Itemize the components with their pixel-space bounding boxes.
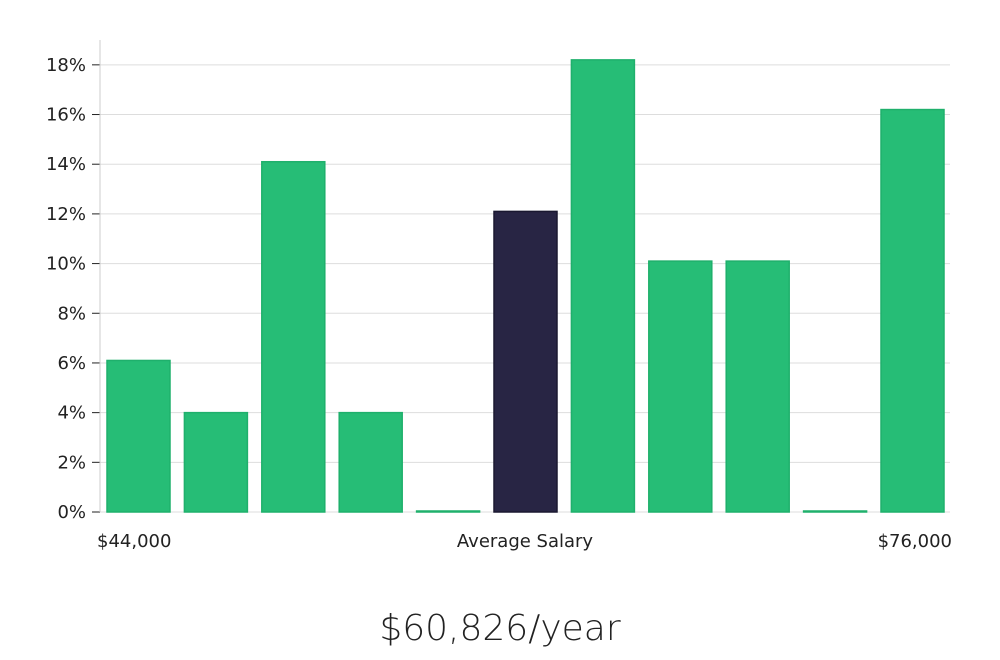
y-tick-label-16: 16% [46, 105, 86, 126]
x-min-label: $44,000 [97, 531, 171, 552]
bar-3 [261, 160, 326, 513]
bar-average-highlight [493, 210, 558, 513]
bar-1 [106, 359, 171, 513]
bar-4 [338, 411, 403, 513]
y-tick-label-12: 12% [46, 204, 86, 225]
y-tick-label-8: 8% [57, 303, 86, 324]
y-axis-ticks: 0% 2% 4% 6% 8% 10% 12% 14% 16% 18% [46, 55, 100, 523]
x-max-label: $76,000 [878, 531, 952, 552]
bars [106, 59, 945, 513]
y-tick-label-6: 6% [57, 353, 86, 374]
bar-2 [183, 411, 249, 513]
bar-5 [415, 510, 481, 513]
bar-7 [570, 59, 636, 513]
bar-10 [802, 510, 868, 513]
average-salary-summary: $60,826/year [379, 608, 621, 649]
y-tick-label-2: 2% [57, 452, 86, 473]
x-axis-title: Average Salary [457, 531, 594, 552]
bar-11 [880, 108, 945, 513]
y-tick-label-0: 0% [57, 502, 86, 523]
bar-8 [648, 260, 713, 513]
bar-9 [725, 260, 790, 513]
y-tick-label-4: 4% [57, 403, 86, 424]
y-tick-label-14: 14% [46, 154, 86, 175]
salary-distribution-chart: 0% 2% 4% 6% 8% 10% 12% 14% 16% 18% $44,000 Averag… [46, 40, 952, 552]
y-tick-label-18: 18% [46, 55, 86, 76]
y-tick-label-10: 10% [46, 254, 86, 275]
